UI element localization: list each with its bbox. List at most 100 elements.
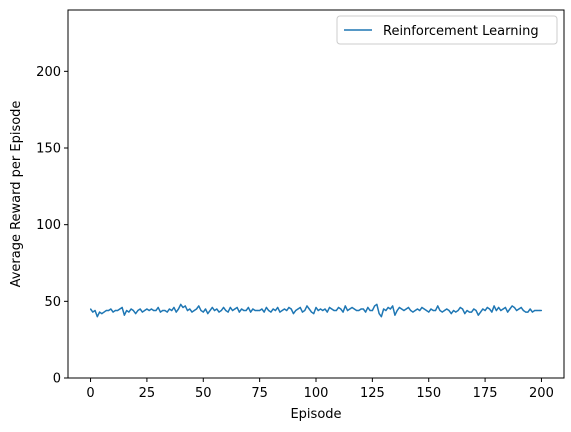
data-point (486, 306, 488, 309)
data-point (168, 308, 171, 310)
data-point (319, 308, 322, 310)
data-point (177, 308, 180, 310)
data-point (263, 311, 265, 313)
data-point (365, 311, 367, 313)
data-point (380, 316, 382, 318)
data-point (511, 305, 513, 307)
data-point (342, 311, 344, 313)
data-point (119, 308, 121, 310)
data-point (114, 309, 116, 312)
data-point (241, 308, 243, 310)
data-point (340, 308, 342, 310)
x-tick-label: 100 (304, 386, 329, 401)
data-point (516, 309, 518, 312)
data-point (450, 313, 452, 315)
data-point (529, 308, 531, 310)
data-point (498, 306, 500, 309)
data-point (369, 309, 371, 312)
data-point (96, 316, 98, 318)
data-point (423, 308, 425, 310)
data-point (274, 309, 277, 312)
data-point (180, 303, 182, 305)
data-point (522, 309, 525, 312)
data-point (509, 308, 511, 310)
data-point (245, 309, 247, 312)
data-point (130, 308, 132, 310)
data-point (374, 305, 376, 307)
data-point (464, 313, 466, 315)
data-point (299, 306, 301, 309)
data-point (479, 311, 482, 313)
data-point (425, 309, 428, 312)
data-point (222, 306, 225, 309)
data-point (367, 306, 369, 309)
data-point (89, 308, 92, 310)
data-point (103, 311, 105, 313)
data-point (448, 309, 450, 312)
x-tick-label: 50 (195, 386, 212, 401)
legend: Reinforcement Learning (336, 15, 558, 45)
data-point (315, 306, 317, 309)
data-point (383, 308, 385, 310)
data-point (259, 309, 261, 312)
data-point (360, 308, 362, 310)
data-point (401, 308, 403, 310)
data-point (500, 309, 502, 312)
data-point (346, 309, 349, 312)
data-point (132, 309, 134, 312)
x-tick-label: 75 (251, 386, 268, 401)
data-point (144, 309, 146, 312)
data-point (392, 305, 394, 307)
data-point (98, 311, 101, 313)
data-point (310, 311, 313, 313)
data-point (507, 311, 509, 313)
data-point (252, 308, 254, 310)
data-point (290, 308, 292, 310)
data-point (389, 308, 391, 310)
x-tick-label: 0 (86, 386, 94, 401)
data-point (153, 309, 155, 312)
data-point (403, 309, 405, 312)
data-point (175, 311, 177, 313)
y-tick-label: 50 (44, 295, 61, 310)
data-point (513, 306, 516, 309)
data-point (268, 309, 270, 312)
plot-area (68, 10, 564, 378)
data-point (101, 313, 103, 315)
data-point (155, 309, 157, 312)
data-point (326, 311, 328, 313)
data-point (439, 309, 441, 312)
data-point (292, 313, 295, 315)
data-point (184, 305, 186, 307)
data-point (202, 311, 204, 313)
data-point (204, 308, 207, 310)
data-point (527, 311, 529, 313)
data-point (378, 313, 380, 315)
data-point (207, 313, 209, 315)
data-point (218, 311, 220, 313)
data-point (466, 309, 468, 312)
data-point (351, 306, 353, 309)
data-point (328, 306, 331, 309)
data-point (135, 313, 137, 315)
series-points (89, 303, 543, 318)
data-point (107, 309, 110, 312)
data-point (270, 311, 272, 313)
data-point (211, 306, 213, 309)
y-tick-label: 150 (36, 142, 61, 157)
data-point (419, 309, 421, 312)
data-point (531, 311, 534, 313)
data-point (358, 309, 360, 312)
data-point (173, 306, 175, 309)
data-point (443, 309, 446, 312)
data-point (385, 309, 387, 312)
data-point (297, 308, 299, 310)
data-point (484, 309, 486, 312)
data-point (493, 305, 495, 307)
data-point (150, 308, 153, 310)
data-point (306, 305, 308, 307)
x-tick-label: 150 (416, 386, 441, 401)
data-point (195, 308, 198, 310)
data-point (231, 309, 234, 312)
